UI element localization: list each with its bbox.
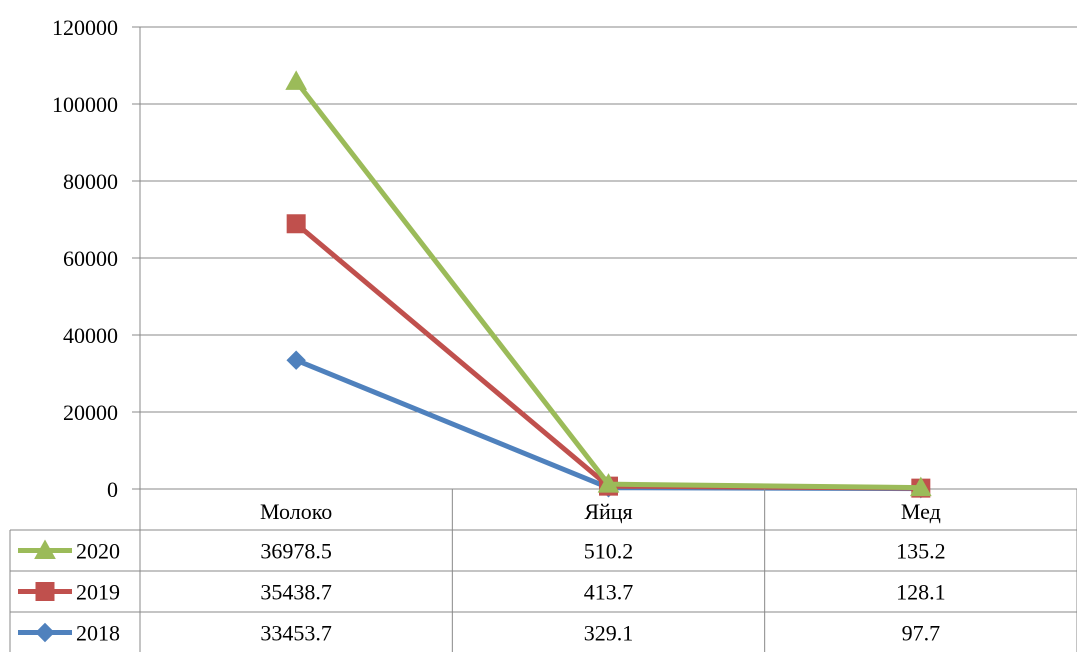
legend-label: 2019: [76, 580, 120, 605]
y-tick-label: 80000: [63, 169, 118, 194]
table-cell: 329.1: [584, 621, 634, 646]
table-cell: 510.2: [584, 539, 634, 564]
table-cell: 33453.7: [260, 621, 332, 646]
data-point-2020: [597, 473, 620, 493]
gridlines: [132, 26, 1077, 490]
legend-label: 2018: [76, 621, 120, 646]
series-line-2018: [295, 357, 921, 492]
legend-label: 2020: [76, 539, 120, 564]
table-cell: 35438.7: [260, 580, 332, 605]
y-tick-label: 40000: [63, 323, 118, 348]
category-label: Мед: [901, 499, 941, 524]
series-line-2020: [294, 79, 921, 491]
legend-key-marker-2020: [34, 539, 56, 559]
data-point-2020: [285, 70, 308, 90]
series-lines: [285, 70, 932, 499]
y-tick-label: 60000: [63, 246, 118, 271]
data-point-2020: [909, 476, 932, 497]
legend-key-marker-2018: [35, 622, 55, 643]
category-label: Яйця: [584, 499, 632, 524]
y-tick-label: 20000: [63, 400, 118, 425]
legend-key-marker-2019: [35, 582, 55, 601]
data-point-2019: [286, 214, 306, 234]
table-cell: 97.7: [902, 621, 941, 646]
category-label: Молоко: [260, 499, 332, 524]
table-cell: 413.7: [584, 580, 634, 605]
table-cell: 36978.5: [260, 539, 332, 564]
table-cell: 128.1: [896, 580, 946, 605]
series-line-2019: [294, 221, 921, 491]
data-table: Молоко Яйця Мед 2020 36978.5 510.2 135.2 2019 35…: [9, 489, 1077, 652]
table-cell: 135.2: [896, 539, 946, 564]
y-tick-label: 0: [107, 477, 118, 502]
y-axis-ticks: 0 20000 40000 60000 80000 100000 120000: [52, 15, 118, 502]
y-tick-label: 100000: [52, 92, 118, 117]
y-tick-label: 120000: [52, 15, 118, 40]
data-point-2018: [286, 350, 306, 370]
